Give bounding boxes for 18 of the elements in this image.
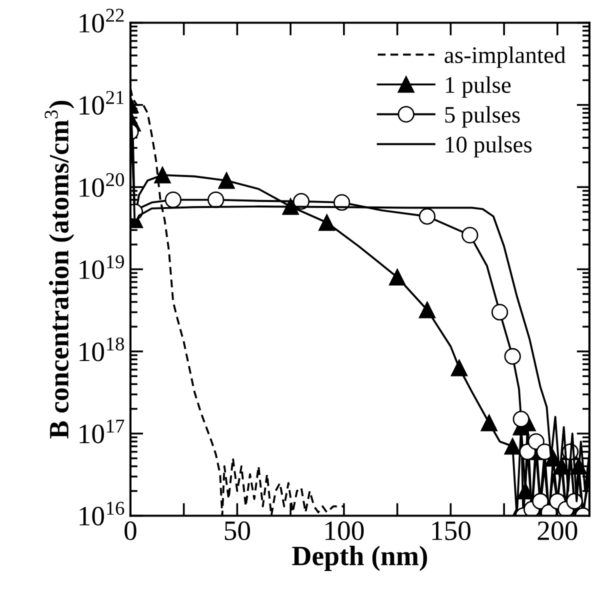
y-tick-label: 10$^{22}$ bbox=[80, 8, 124, 33]
y-tick-label: 10$^{17}$ bbox=[80, 420, 124, 444]
x-axis-title: Depth (nm) bbox=[292, 546, 428, 571]
legend-label: as-implanted bbox=[444, 46, 566, 68]
x-tick-label: 200 bbox=[538, 521, 578, 540]
y-tick-label: 10$^{21}$ bbox=[80, 90, 124, 115]
y-axis-title: B concentration (atoms/cm$^{3}$) bbox=[44, 100, 74, 439]
y-tick-label: 10$^{16}$ bbox=[80, 502, 124, 526]
y-tick-label: 10$^{19}$ bbox=[80, 255, 124, 280]
y-tick-label: 10$^{20}$ bbox=[80, 173, 124, 197]
x-tick-label: 150 bbox=[432, 521, 470, 540]
x-tick-label: 50 bbox=[224, 521, 250, 540]
legend-label: 1 pulse bbox=[446, 76, 511, 98]
x-tick-label: 100 bbox=[326, 521, 364, 540]
legend-label: 5 pulses bbox=[445, 106, 520, 128]
x-tick-label: 0 bbox=[124, 521, 136, 540]
legend-label: 10 pulses bbox=[446, 136, 532, 158]
y-tick-label: 10$^{18}$ bbox=[80, 337, 124, 362]
